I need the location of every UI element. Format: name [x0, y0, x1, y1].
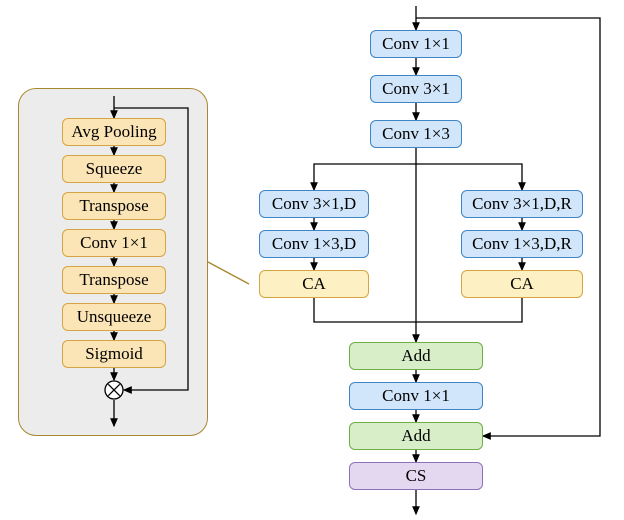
right-conv6: Conv 1×1 [349, 382, 483, 410]
right-conv4r: Conv 3×1,D,R [461, 190, 583, 218]
left-transpose1: Transpose [62, 192, 166, 220]
arrow-layer [0, 0, 624, 520]
right-conv4l: Conv 3×1,D [259, 190, 369, 218]
right-cs: CS [349, 462, 483, 490]
right-conv5r: Conv 1×3,D,R [461, 230, 583, 258]
right-conv5l: Conv 1×3,D [259, 230, 369, 258]
right-conv2: Conv 3×1 [370, 75, 462, 103]
left-avgpool: Avg Pooling [62, 118, 166, 146]
right-conv3: Conv 1×3 [370, 120, 462, 148]
multiply-op [104, 380, 124, 400]
left-squeeze: Squeeze [62, 155, 166, 183]
left-unsqueeze: Unsqueeze [62, 303, 166, 331]
right-car: CA [461, 270, 583, 298]
right-conv1: Conv 1×1 [370, 30, 462, 58]
right-add1: Add [349, 342, 483, 370]
right-cal: CA [259, 270, 369, 298]
right-add2: Add [349, 422, 483, 450]
left-conv1x1: Conv 1×1 [62, 229, 166, 257]
left-sigmoid: Sigmoid [62, 340, 166, 368]
left-transpose2: Transpose [62, 266, 166, 294]
